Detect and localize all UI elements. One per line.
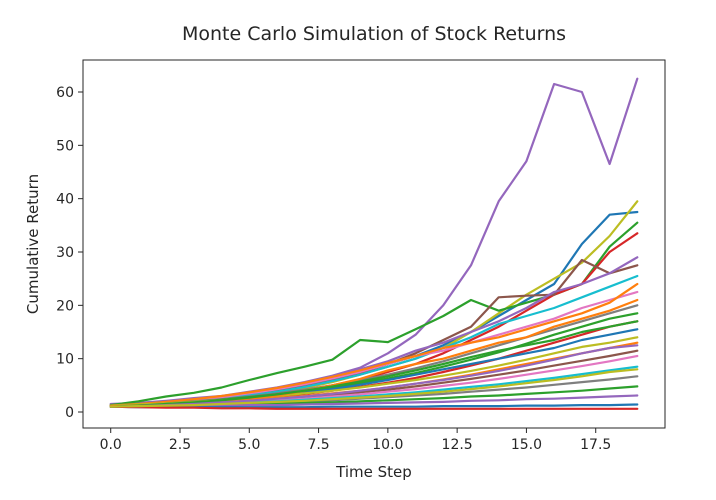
y-axis-label: Cumulative Return: [24, 174, 42, 314]
x-tick-label: 2.5: [169, 437, 191, 453]
y-tick-label: 20: [56, 298, 74, 314]
y-tick-label: 50: [56, 138, 74, 154]
series-line-4: [109, 221, 639, 407]
x-tick-label: 7.5: [307, 437, 329, 453]
y-tick-label: 10: [56, 352, 74, 368]
plot-lines: [109, 77, 639, 410]
y-tick-label: 30: [56, 245, 74, 261]
y-tick-label: 60: [56, 85, 74, 101]
series-line-1: [109, 77, 639, 406]
series-line-24: [109, 405, 639, 410]
series-line-28: [109, 368, 639, 408]
chart-title: Monte Carlo Simulation of Stock Returns: [182, 23, 566, 45]
x-ticks: 0.0 2.5 5.0 7.5 10.0 12.5 15.0 17.5: [100, 428, 611, 453]
series-line-10: [109, 282, 639, 407]
x-axis-label: Time Step: [335, 463, 412, 481]
x-tick-label: 15.0: [511, 437, 542, 453]
y-tick-label: 40: [56, 192, 74, 208]
y-tick-label: 0: [65, 405, 74, 421]
x-tick-label: 12.5: [442, 437, 473, 453]
y-ticks: 0 10 20 30 40 50 60: [56, 85, 83, 421]
x-tick-label: 5.0: [238, 437, 260, 453]
series-line-26: [109, 320, 639, 408]
axes-frame: [82, 59, 666, 429]
x-tick-label: 17.5: [580, 437, 611, 453]
axes: [82, 59, 666, 429]
x-tick-label: 10.0: [372, 437, 403, 453]
x-tick-label: 0.0: [100, 437, 122, 453]
series-line-27: [109, 344, 639, 408]
